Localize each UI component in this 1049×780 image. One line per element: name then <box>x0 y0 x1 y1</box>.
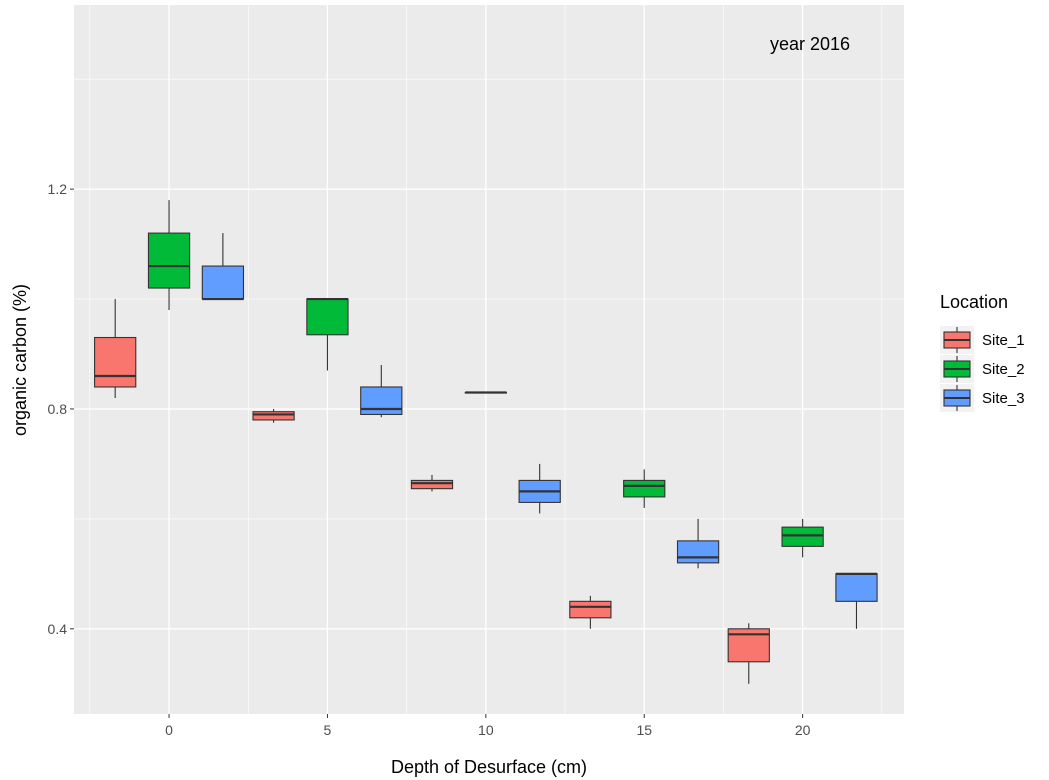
y-axis-ticks: 0.4 0.8 1.2 <box>48 181 74 637</box>
box-site-2 <box>147 200 191 311</box>
box-series <box>94 200 878 684</box>
x-tick-label: 0 <box>165 722 173 738</box>
legend-item-site-2: Site_2 <box>940 355 1025 383</box>
x-tick-label: 20 <box>795 722 811 738</box>
box-iqr <box>201 265 245 300</box>
legend-label: Site_1 <box>982 332 1025 349</box>
legend-item-site-1: Site_1 <box>940 326 1025 354</box>
y-tick-label: 1.2 <box>48 181 68 197</box>
legend-items: Site_1 Site_2 Site_3 <box>940 326 1025 412</box>
legend-title: Location <box>940 292 1008 312</box>
x-axis-ticks: 0 5 10 15 20 <box>165 714 811 738</box>
legend-label: Site_3 <box>982 390 1025 407</box>
annotation-year: year 2016 <box>770 34 850 54</box>
box-site-3 <box>518 463 561 514</box>
box-iqr <box>94 336 137 388</box>
box-site-3 <box>201 233 245 301</box>
x-axis-title: Depth of Desurface (cm) <box>391 757 587 777</box>
box-site-2 <box>306 297 349 371</box>
box-iqr <box>360 386 403 416</box>
box-iqr <box>781 526 824 547</box>
box-iqr <box>676 540 720 564</box>
x-tick-label: 10 <box>478 722 494 738</box>
box-site-2 <box>781 518 824 558</box>
box-site-2 <box>623 469 666 508</box>
box-site-1 <box>252 408 295 423</box>
box-iqr <box>410 479 454 490</box>
box-site-1 <box>94 299 137 398</box>
minor-gridlines <box>74 5 904 714</box>
box-site-1 <box>410 474 454 492</box>
plot-panel <box>74 5 904 714</box>
box-iqr <box>623 479 666 498</box>
box-iqr <box>252 411 295 421</box>
box-iqr <box>569 600 612 619</box>
legend-item-site-3: Site_3 <box>940 384 1025 412</box>
box-site-1 <box>569 595 612 629</box>
y-tick-label: 0.8 <box>48 401 68 417</box>
box-iqr <box>835 573 878 602</box>
x-tick-label: 5 <box>324 722 332 738</box>
box-site-3 <box>835 572 878 629</box>
box-site-1 <box>727 623 770 684</box>
legend-label: Site_2 <box>982 361 1025 378</box>
box-iqr <box>147 232 191 289</box>
x-tick-label: 15 <box>636 722 652 738</box>
y-axis-title: organic carbon (%) <box>10 284 30 436</box>
box-site-2 <box>464 391 507 394</box>
box-site-3 <box>360 364 403 418</box>
y-tick-label: 0.4 <box>48 621 68 637</box>
box-site-3 <box>676 518 720 569</box>
legend: Location Site_1 Site_2 Site_3 <box>940 292 1025 412</box>
box-iqr <box>306 298 349 336</box>
